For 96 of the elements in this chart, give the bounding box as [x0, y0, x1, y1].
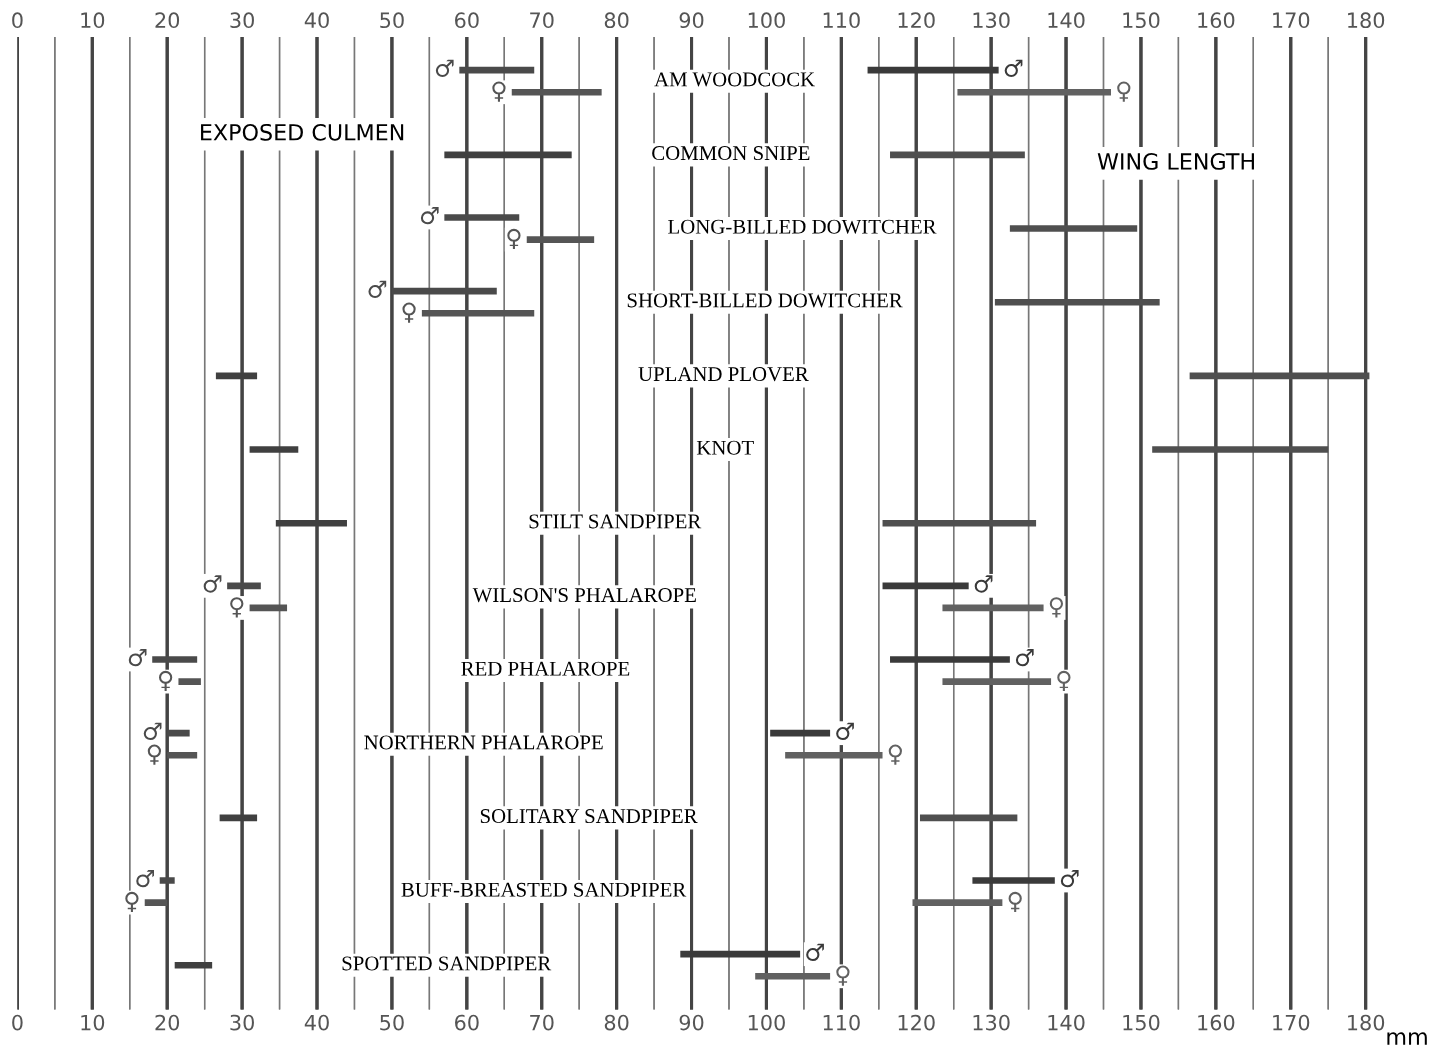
x2-tick-label: 60 — [455, 12, 479, 29]
text: ♂ — [143, 722, 162, 741]
text: ♂ — [1004, 59, 1023, 77]
x2-tick-label: 130 — [973, 12, 1010, 29]
bar — [249, 604, 288, 612]
text: ♂ — [420, 207, 439, 225]
x2-tick-label: 70 — [530, 12, 554, 29]
x-tick-label: 60 — [455, 1014, 479, 1031]
x2-tick-label: 50 — [380, 12, 404, 29]
text: ♀ — [125, 891, 139, 913]
text: ♂ — [368, 280, 387, 299]
bar — [144, 899, 168, 906]
annotation: EXPOSED CULMEN — [201, 123, 404, 141]
x2-tick-label: 180 — [1348, 12, 1385, 29]
x-tick-label: 20 — [155, 1014, 180, 1031]
x-tick-label: 180 — [1348, 1014, 1385, 1031]
y-tick-label: RED PHALAROPE — [461, 661, 630, 676]
x2-tick-label: 0 — [12, 12, 23, 29]
x-tick-label: 40 — [304, 1014, 329, 1031]
x-tick-label: 170 — [1273, 1014, 1310, 1031]
bar — [526, 236, 595, 243]
x-tick-label: 50 — [380, 1014, 404, 1031]
bar — [178, 678, 201, 685]
text: ♀ — [1057, 670, 1071, 692]
bar — [167, 751, 198, 759]
bar — [770, 729, 831, 737]
y-tick-label: LONG-BILLED DOWITCHER — [668, 219, 937, 234]
text: ♀ — [147, 744, 162, 765]
text: ♂ — [836, 722, 854, 741]
text: ♂ — [136, 870, 154, 888]
bar — [174, 961, 213, 969]
x-tick-label: 100 — [748, 1014, 785, 1031]
x-tick-label: 130 — [973, 1014, 1010, 1031]
bar — [511, 88, 602, 96]
text: ♂ — [128, 649, 147, 667]
y-tick-label: AM WOODCOCK — [654, 72, 815, 87]
bar — [755, 972, 831, 980]
text: ♂ — [203, 575, 222, 593]
x2-tick-label: 160 — [1198, 12, 1235, 29]
y-tick-label: UPLAND PLOVER — [638, 367, 809, 382]
text: ♀ — [836, 965, 850, 986]
bar — [785, 751, 883, 759]
bar — [957, 88, 1111, 96]
x2-tick-label: 20 — [155, 12, 180, 29]
bar — [421, 309, 535, 317]
x-tick-label: 10 — [81, 1014, 105, 1031]
x-tick-label: 150 — [1123, 1014, 1160, 1031]
x2-tick-label: 170 — [1273, 12, 1310, 29]
x2-tick-label: 110 — [823, 12, 860, 29]
annotation: WING LENGTH — [1097, 153, 1254, 170]
x-tick-label: 120 — [898, 1014, 935, 1031]
y-tick-label: NORTHERN PHALAROPE — [364, 735, 603, 750]
x-tick-label: 70 — [530, 1014, 554, 1031]
y-tick-label: SOLITARY SANDPIPER — [480, 809, 698, 824]
text: ♀ — [230, 597, 244, 618]
bar — [249, 446, 299, 453]
text: ♂ — [806, 943, 824, 962]
text: ♂ — [974, 575, 993, 593]
x2-tick-label: 140 — [1048, 12, 1085, 29]
bar — [912, 899, 1003, 906]
y-tick-label: SHORT-BILLED DOWITCHER — [627, 293, 903, 308]
y-tick-label: KNOT — [696, 440, 754, 455]
x-tick-label: 110 — [823, 1014, 860, 1031]
text: ♀ — [402, 302, 416, 323]
x2-tick-label: 10 — [81, 12, 105, 29]
x-tick-label: 0 — [12, 1014, 23, 1031]
text: ♀ — [888, 744, 902, 765]
x-tick-label: 160 — [1198, 1014, 1235, 1031]
x-tick-label: 30 — [230, 1014, 254, 1031]
bar — [942, 604, 1044, 612]
text: ♀ — [159, 670, 173, 692]
x2-tick-label: 150 — [1123, 12, 1160, 29]
text: ♀ — [1049, 597, 1064, 618]
series-label: ♀ — [1008, 891, 1022, 913]
y-tick-label: BUFF-BREASTED SANDPIPER — [401, 882, 687, 897]
series-label: ♂ — [1015, 649, 1034, 667]
series-label: ♀ — [492, 81, 506, 102]
text: ♀ — [507, 228, 521, 250]
x2-tick-label: 120 — [898, 12, 935, 29]
bar — [942, 678, 1052, 685]
x-tick-label: 80 — [604, 1014, 629, 1031]
x2-tick-label: 80 — [604, 12, 629, 29]
y-tick-label: COMMON SNIPE — [652, 146, 810, 161]
x2-tick-label: 90 — [679, 12, 704, 29]
y-tick-label: STILT SANDPIPER — [529, 514, 702, 529]
x-tick-label: 90 — [679, 1014, 704, 1031]
x2-tick-label: 30 — [230, 12, 254, 29]
x2-tick-label: 40 — [304, 12, 329, 29]
text: ♂ — [1060, 870, 1079, 888]
text: ♀ — [1117, 81, 1131, 102]
series-label: ♂ — [435, 59, 454, 77]
y-tick-label: WILSON'S PHALAROPE — [472, 588, 696, 603]
x-tick-label: 140 — [1048, 1014, 1085, 1031]
x2-tick-label: 100 — [748, 12, 785, 29]
y-tick-label: SPOTTED SANDPIPER — [342, 956, 552, 971]
text: mm — [1387, 1032, 1427, 1045]
